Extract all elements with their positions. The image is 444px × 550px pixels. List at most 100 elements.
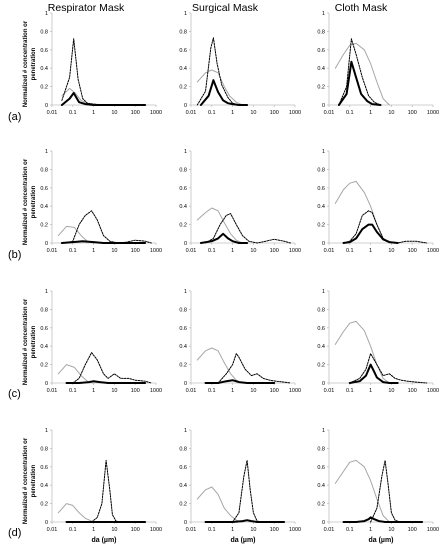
x-tick-label: 0.01 bbox=[324, 110, 335, 116]
y-tick-label: 0.4 bbox=[179, 66, 187, 72]
y-tick-label: 1 bbox=[322, 149, 325, 155]
x-tick-label: 0.01 bbox=[47, 110, 58, 116]
row-label: (d) bbox=[8, 527, 21, 539]
y-tick-label: 1 bbox=[322, 428, 325, 434]
column-title: Respirator Mask bbox=[48, 2, 125, 14]
y-tick-label: 1 bbox=[322, 11, 325, 17]
x-tick-label: 10 bbox=[111, 388, 117, 394]
y-tick-label: 0.8 bbox=[40, 446, 48, 452]
x-tick-label: 0.1 bbox=[208, 248, 216, 254]
x-tick-label: 0.01 bbox=[47, 248, 58, 254]
y-tick-label: 0.6 bbox=[179, 48, 187, 54]
series-line-black bbox=[60, 92, 147, 106]
panel-2-0: 0 0.2 0.4 0.6 0.8 1 0.01 0.1 1 10 100 1000 bbox=[40, 289, 162, 394]
y-tick-label: 0.4 bbox=[317, 66, 325, 72]
x-tick-label: 100 bbox=[131, 248, 140, 254]
y-tick-label: 0.6 bbox=[179, 465, 187, 471]
x-tick-label: 0.1 bbox=[69, 527, 77, 533]
x-tick-label: 0.01 bbox=[324, 248, 335, 254]
x-tick-label: 100 bbox=[408, 527, 417, 533]
series-line-dotted bbox=[72, 352, 152, 384]
series-line-gray bbox=[196, 486, 243, 523]
y-tick-label: 0.4 bbox=[317, 204, 325, 210]
x-tick-label: 0.01 bbox=[186, 110, 197, 116]
svg-text:Normalized # concentration or: Normalized # concentration or bbox=[23, 437, 29, 524]
series-line-dotted bbox=[232, 459, 263, 523]
y-tick-label: 1 bbox=[322, 289, 325, 295]
y-tick-label: 0.2 bbox=[179, 223, 187, 229]
panel-3-1: 0 0.2 0.4 0.6 0.8 1 0.01 0.1 1 10 100 1000 da (µm) bbox=[179, 428, 301, 544]
x-axis-label: da (µm) bbox=[230, 537, 255, 544]
y-tick-label: 1 bbox=[45, 428, 48, 434]
series-line-gray bbox=[196, 207, 243, 244]
x-tick-label: 1000 bbox=[427, 527, 439, 533]
series-line-dotted bbox=[343, 210, 428, 244]
y-axis-label: Normalized # concentration or penetration bbox=[23, 437, 37, 524]
y-tick-label: 0 bbox=[184, 381, 187, 387]
y-tick-label: 0.6 bbox=[317, 48, 325, 54]
y-tick-label: 0.8 bbox=[40, 307, 48, 313]
x-axis-label: da (µm) bbox=[368, 537, 393, 544]
series-line-dotted bbox=[205, 213, 291, 244]
panel-2-2: 0 0.2 0.4 0.6 0.8 1 0.01 0.1 1 10 100 1000 bbox=[317, 289, 439, 394]
x-tick-label: 10 bbox=[111, 110, 117, 116]
y-tick-label: 0.2 bbox=[179, 502, 187, 508]
y-tick-label: 1 bbox=[184, 428, 187, 434]
y-tick-label: 0.8 bbox=[179, 167, 187, 173]
x-tick-label: 1 bbox=[369, 248, 372, 254]
x-tick-label: 0.01 bbox=[186, 527, 197, 533]
y-tick-label: 0.6 bbox=[317, 186, 325, 192]
y-tick-label: 0.4 bbox=[317, 483, 325, 489]
y-tick-label: 0.8 bbox=[317, 446, 325, 452]
x-tick-label: 1000 bbox=[150, 527, 162, 533]
x-tick-label: 1 bbox=[92, 248, 95, 254]
y-tick-label: 1 bbox=[45, 11, 48, 17]
x-tick-label: 0.01 bbox=[186, 388, 197, 394]
panel-1-2: 0 0.2 0.4 0.6 0.8 1 0.01 0.1 1 10 100 1000 bbox=[317, 149, 439, 254]
x-tick-label: 0.01 bbox=[324, 527, 335, 533]
y-tick-label: 0.6 bbox=[40, 186, 48, 192]
x-tick-label: 1 bbox=[92, 388, 95, 394]
series-line-black bbox=[60, 240, 147, 244]
y-tick-label: 0 bbox=[45, 103, 48, 109]
y-tick-label: 0.2 bbox=[317, 363, 325, 369]
x-tick-label: 100 bbox=[270, 527, 279, 533]
x-tick-label: 100 bbox=[131, 110, 140, 116]
y-tick-label: 0.8 bbox=[179, 307, 187, 313]
y-tick-label: 0.4 bbox=[40, 483, 48, 489]
y-tick-label: 0 bbox=[184, 241, 187, 247]
x-tick-label: 1 bbox=[231, 388, 234, 394]
y-tick-label: 0.8 bbox=[40, 167, 48, 173]
x-tick-label: 1000 bbox=[289, 388, 301, 394]
column-title: Cloth Mask bbox=[335, 2, 388, 14]
x-tick-label: 10 bbox=[388, 527, 394, 533]
series-line-black bbox=[65, 380, 147, 384]
series-line-black bbox=[204, 519, 286, 523]
series-line-black bbox=[337, 60, 382, 106]
x-tick-label: 0.1 bbox=[346, 527, 354, 533]
x-tick-label: 100 bbox=[270, 248, 279, 254]
x-tick-label: 100 bbox=[408, 110, 417, 116]
panel-2-1: 0 0.2 0.4 0.6 0.8 1 0.01 0.1 1 10 100 1000 bbox=[179, 289, 301, 394]
x-tick-label: 1 bbox=[369, 527, 372, 533]
y-tick-label: 0.6 bbox=[179, 326, 187, 332]
row-label: (c) bbox=[8, 388, 21, 400]
x-tick-label: 0.1 bbox=[346, 110, 354, 116]
x-tick-label: 0.01 bbox=[324, 388, 335, 394]
x-tick-label: 1000 bbox=[150, 248, 162, 254]
panel-3-0: 0 0.2 0.4 0.6 0.8 1 0.01 0.1 1 10 100 1000 da (µm) bbox=[40, 428, 162, 544]
series-line-dotted bbox=[61, 38, 104, 106]
panel-0-2: 0 0.2 0.4 0.6 0.8 1 0.01 0.1 1 10 100 1000 bbox=[317, 11, 439, 116]
panel-1-1: 0 0.2 0.4 0.6 0.8 1 0.01 0.1 1 10 100 1000 bbox=[179, 149, 301, 254]
y-tick-label: 0.8 bbox=[40, 29, 48, 35]
y-tick-label: 1 bbox=[45, 289, 48, 295]
y-tick-label: 0.4 bbox=[40, 204, 48, 210]
series-line-black bbox=[199, 232, 249, 244]
series-line-gray bbox=[57, 225, 95, 244]
series-line-gray bbox=[334, 320, 390, 384]
y-tick-label: 0.8 bbox=[179, 29, 187, 35]
y-tick-label: 0.2 bbox=[40, 85, 48, 91]
svg-text:penetration: penetration bbox=[31, 47, 37, 80]
y-tick-label: 0.2 bbox=[40, 363, 48, 369]
series-line-dotted bbox=[66, 210, 152, 244]
